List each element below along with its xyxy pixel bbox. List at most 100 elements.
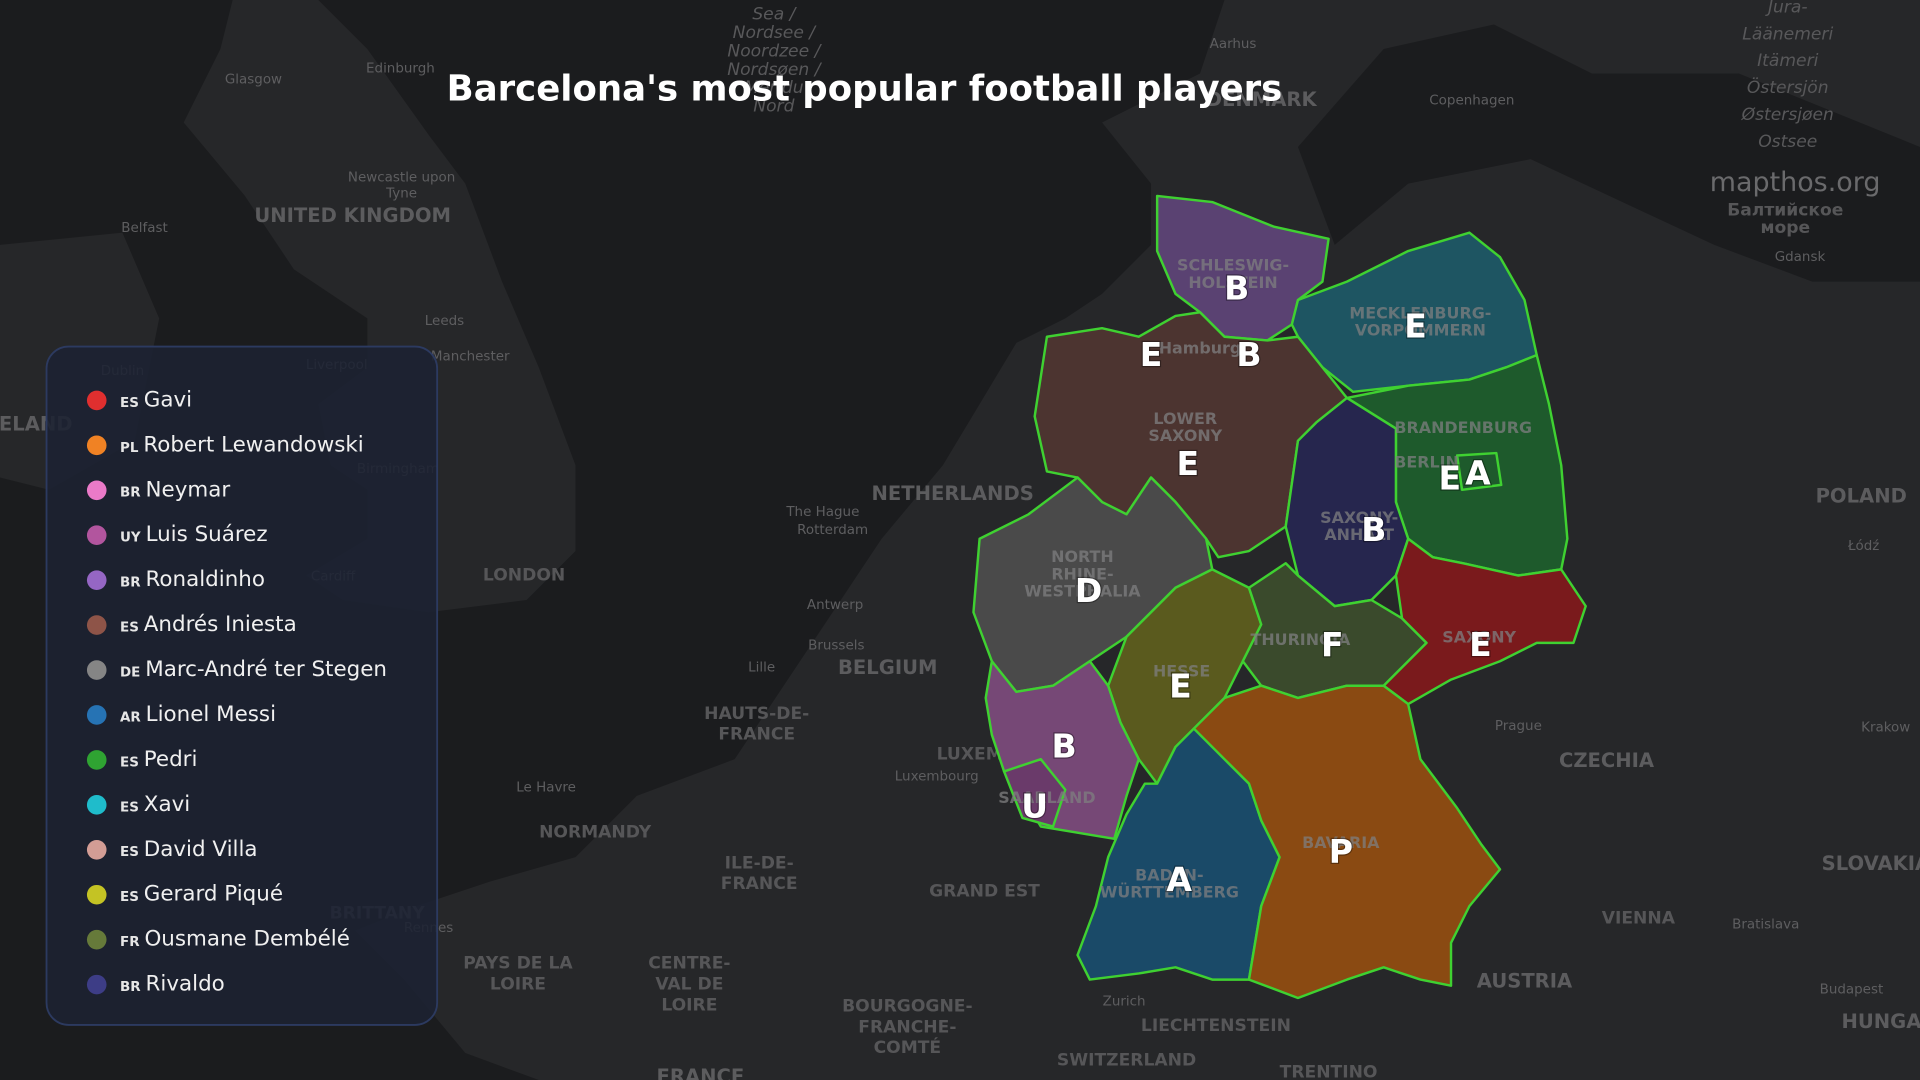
region-name: SAXONY-ANHALT [1320,507,1398,543]
legend-code: PL [120,441,139,456]
place-label-line: Noordzee / [727,41,822,61]
place-label: Балтийское море [1727,201,1843,238]
place-label-line: Itämeri [1757,51,1819,71]
place-label-line: Östersjön [1747,76,1829,98]
place-label: NORMANDY [539,823,652,843]
legend-swatch [86,435,107,456]
legend-swatch [86,974,107,995]
place-label: Glasgow [225,73,282,88]
place-label: Lille [748,660,775,675]
legend-swatch [86,929,107,950]
region-name: BAVARIA [1302,833,1380,852]
region-letter: U [1021,787,1048,826]
map-title: Barcelona's most popular football player… [447,69,1283,110]
region-name: BERLIN [1394,452,1459,471]
place-label: Bratislava [1732,917,1799,932]
place-label-line: COMTÉ [874,1036,942,1058]
legend-code: ES [120,845,139,860]
place-label: Prague [1495,719,1542,734]
legend-swatch [86,390,107,411]
legend-item: PL Robert Lewandowski [86,432,364,457]
place-label-line: BOURGOGNE- [842,997,973,1017]
place-label-line: Sea / [752,5,797,25]
place-label: The Hague [785,505,859,520]
region-name-line: WÜRTTEMBERG [1100,882,1239,901]
legend-swatch [86,795,107,815]
legend-item: UY Luis Suárez [86,522,268,547]
place-label-line: Østersjøen [1741,105,1834,125]
region-name-line: SCHLESWIG- [1177,255,1289,274]
place-label-line: Mer du [744,78,804,98]
region-name: MECKLENBURG-VORPOMMERN [1349,303,1491,339]
legend-name: Neymar [146,477,231,502]
legend-item: ES Gerard Piqué [86,882,283,907]
region-name: THURINGIA [1250,630,1351,649]
region-letter: E [1404,307,1427,346]
place-label-line: LOIRE [490,974,546,994]
place-label: BOURGOGNE-FRANCHE-COMTÉ [842,997,973,1059]
place-label: BELGIUM [838,656,938,679]
legend-swatch [86,480,107,501]
legend-swatch [86,660,107,680]
place-label-line: Nordsøen / [727,60,822,80]
region-letter: B [1361,510,1386,549]
place-label: Rotterdam [797,523,868,538]
place-label: Manchester [431,349,510,364]
place-label: Edinburgh [366,62,435,77]
place-label: VIENNA [1602,908,1676,928]
place-label: Antwerp [807,598,863,613]
place-label-line: Балтийское [1727,201,1843,221]
region-name-line: NORTH [1051,547,1114,566]
place-label-line: Newcastle upon [348,171,455,186]
baltic-sea [1297,24,1920,282]
place-label: CENTRE-VAL DE LOIRE [648,954,730,1016]
place-label: Belfast [121,221,168,236]
place-label-line: ILE-DE- [725,853,794,873]
legend-item: FR Ousmane Dembélé [86,927,350,952]
legend-swatch [86,525,107,546]
place-label: Newcastle upon Tyne [348,171,455,202]
place-label: Le Havre [516,780,576,795]
legend-item: ES Andrés Iniesta [86,612,297,637]
place-label-line: Jura- [1765,0,1808,17]
legend-item: AR Lionel Messi [86,702,276,727]
place-label-line: FRANCE [718,725,795,745]
region-letter: D [1075,571,1102,610]
legend-item: BR Neymar [86,477,231,502]
place-label-line: Ostsee [1758,132,1817,152]
legend-item: BR Rivaldo [86,972,225,997]
legend-name: Rivaldo [146,972,225,997]
region-name-line: MECKLENBURG- [1349,303,1491,322]
place-label: CZECHIA [1559,749,1655,772]
region-letter: B [1236,335,1261,374]
place-label-line: PAYS DE LA [463,954,573,974]
legend: ES Gavi PL Robert Lewandowski BR Neymar UY Luis… [45,345,439,1026]
region-letter: E [1176,444,1199,483]
region-shape [1002,757,1067,828]
legend-swatch [86,615,107,635]
legend-code: ES [120,890,139,905]
region-name: SAXONY [1442,627,1516,646]
region-name-line: SAXONY [1148,425,1222,444]
legend-swatch [86,884,107,905]
region-letter: A [1465,454,1491,493]
place-label: UNITED KINGDOM [254,204,451,227]
region-name-line: ANHALT [1324,525,1394,544]
place-label: HAUTS-DE-FRANCE [704,704,809,745]
legend-name: Xavi [144,792,190,817]
place-label: PAYS DE LA LOIRE [463,954,573,995]
legend-name: Andrés Iniesta [144,612,297,637]
region-name-line: BADEN- [1135,865,1203,884]
region-name: Hamburg [1159,338,1242,357]
legend-name: David Villa [144,837,258,862]
region-name-line: SAXONY- [1320,507,1398,526]
legend-item: BR Ronaldinho [86,567,265,592]
legend-swatch [86,840,107,860]
place-label: FRANCE [657,1065,745,1080]
place-label-line: Nord [753,97,794,117]
place-label: Gdansk [1775,250,1826,265]
region-letter: P [1329,832,1353,871]
region-name-line: HOLSTEIN [1188,272,1277,291]
place-label: Brussels [808,638,864,653]
